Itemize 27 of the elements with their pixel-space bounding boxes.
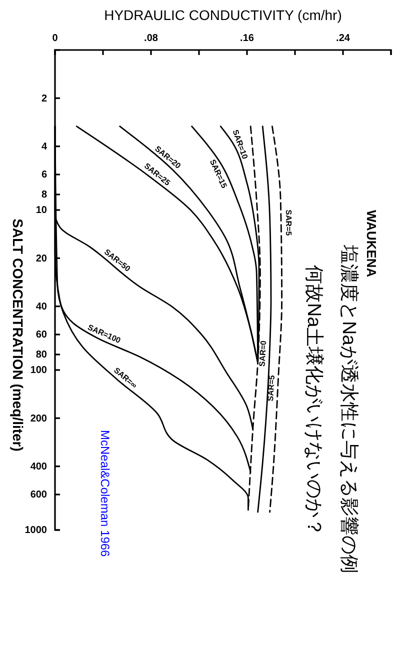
- text: 塩濃度とNaが透水性に与える影響の例: [338, 244, 360, 574]
- y-tick-label: 100: [30, 365, 48, 376]
- annotation: McNeal&Coleman 1966: [98, 430, 112, 558]
- annotation: SAR=5: [284, 210, 293, 236]
- text: 何故Na土壌化がいけないのか？: [303, 265, 325, 536]
- y-tick-label: 1000: [24, 525, 48, 536]
- x-tick-label: .16: [240, 33, 254, 44]
- x-tick-label: .08: [144, 33, 158, 44]
- x-tick-label: 0: [52, 33, 58, 44]
- text: SAR=5: [266, 374, 276, 402]
- y-tick-label: 80: [36, 350, 48, 361]
- x-tick-label: .24: [336, 33, 350, 44]
- y-tick-label: 200: [30, 413, 48, 424]
- y-tick-label: 10: [36, 205, 48, 216]
- annotation: WAUKENA: [364, 210, 379, 278]
- y-tick-label: 20: [36, 253, 48, 264]
- y-tick-label: 400: [30, 462, 48, 473]
- y-tick-label: 4: [41, 142, 48, 153]
- y-tick-label: 60: [36, 330, 48, 341]
- y-tick-label: 2: [41, 93, 48, 104]
- y-tick-label: 40: [36, 302, 48, 313]
- y-axis-title: SALT CONCENTRATION (meq/liter): [10, 218, 26, 452]
- y-tick-label: 600: [30, 490, 48, 501]
- text: SAR=0: [258, 340, 268, 367]
- x-axis-title: HYDRAULIC CONDUCTIVITY (cm/hr): [104, 7, 342, 23]
- y-tick-label: 8: [41, 190, 48, 201]
- y-tick-label: 6: [41, 170, 48, 181]
